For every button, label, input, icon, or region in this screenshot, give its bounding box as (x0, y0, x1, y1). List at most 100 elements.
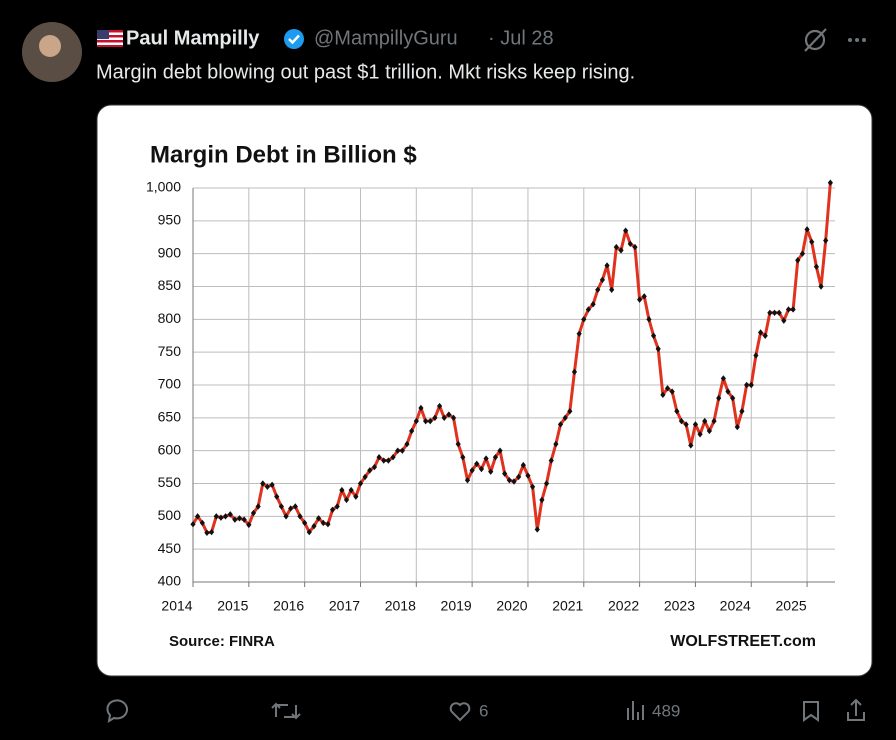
x-tick-label: 2019 (441, 598, 472, 614)
data-point (492, 454, 499, 461)
data-point (813, 263, 820, 270)
data-point (385, 457, 391, 464)
data-point (534, 526, 540, 533)
data-point (241, 516, 247, 523)
data-point (697, 431, 703, 438)
y-tick-label: 500 (158, 507, 182, 523)
handle[interactable]: @MampillyGuru (314, 27, 458, 49)
view-count[interactable]: 489 (652, 701, 680, 720)
tweet-text: Margin debt blowing out past $1 trillion… (96, 61, 635, 83)
data-point (678, 417, 685, 425)
chart-card[interactable] (96, 104, 873, 677)
data-point (702, 417, 708, 425)
share-icon[interactable] (847, 698, 865, 721)
chart: Margin Debt in Billion $ 400 450 500 550 600 6… (146, 141, 835, 650)
credit: WOLFSTREET.com (670, 633, 816, 650)
date[interactable]: · Jul 28 (488, 27, 554, 49)
data-point (302, 519, 308, 527)
data-point (599, 276, 605, 284)
data-point (734, 423, 740, 431)
data-point (264, 483, 271, 490)
data-point (334, 503, 340, 510)
data-point (618, 247, 624, 254)
data-point (730, 394, 736, 402)
data-point (236, 515, 243, 522)
data-point (441, 414, 447, 422)
data-point (297, 513, 303, 520)
data-point (316, 515, 322, 522)
y-tick-label: 450 (158, 540, 182, 556)
data-point (623, 227, 629, 234)
data-point (520, 461, 526, 469)
data-point (362, 473, 368, 481)
data-point (739, 408, 745, 415)
views-icon[interactable] (627, 701, 644, 720)
data-point (283, 513, 289, 520)
data-point (799, 250, 806, 257)
data-point (716, 394, 722, 402)
data-point (409, 427, 415, 435)
like-icon[interactable] (449, 702, 471, 722)
more-icon[interactable] (848, 38, 866, 42)
like-count[interactable]: 6 (479, 701, 488, 720)
y-tick-label: 750 (158, 343, 182, 359)
data-point (213, 513, 219, 520)
data-point (222, 513, 229, 520)
data-point (353, 493, 359, 500)
data-point (432, 414, 438, 422)
data-point (478, 465, 485, 473)
data-point (646, 316, 652, 323)
data-point (497, 447, 503, 454)
y-tick-label: 850 (158, 277, 182, 293)
data-point (688, 442, 694, 449)
avatar-face (39, 35, 61, 57)
grok-icon[interactable] (804, 28, 827, 52)
data-point (632, 243, 638, 251)
data-point (502, 470, 508, 477)
x-tick-label: 2021 (552, 598, 583, 614)
data-point (543, 480, 550, 487)
y-tick-label: 600 (158, 441, 182, 457)
data-point (776, 309, 782, 316)
data-point (804, 226, 810, 233)
source: Source: FINRA (169, 633, 275, 650)
data-point (637, 296, 643, 303)
y-tick-label: 1,000 (146, 179, 181, 195)
data-point (706, 427, 712, 435)
data-point (795, 257, 801, 264)
data-point (576, 330, 582, 337)
bookmark-icon[interactable] (803, 701, 819, 722)
x-tick-label: 2023 (664, 598, 695, 614)
data-point (232, 516, 238, 523)
x-tick-label: 2020 (496, 598, 527, 614)
x-tick-label: 2016 (273, 598, 304, 614)
data-point (418, 404, 424, 412)
data-point (571, 368, 578, 376)
data-point (511, 478, 517, 485)
data-point (753, 352, 759, 359)
reply-icon[interactable] (106, 699, 128, 723)
x-tick-label: 2024 (720, 598, 751, 614)
data-point (474, 460, 480, 467)
data-point (581, 316, 587, 323)
data-point (529, 483, 536, 490)
data-point (260, 480, 266, 487)
data-point (483, 455, 489, 462)
data-point (204, 529, 210, 536)
x-tick-label: 2015 (217, 598, 248, 614)
data-point (460, 454, 466, 461)
author-name[interactable]: Paul Mampilly (126, 27, 260, 49)
data-point (250, 509, 257, 517)
data-point (590, 301, 596, 308)
x-tick-label: 2022 (608, 598, 639, 614)
data-point (339, 486, 345, 494)
y-tick-label: 900 (158, 244, 182, 260)
data-point (585, 306, 592, 313)
verified-badge (284, 29, 304, 49)
data-point (343, 496, 350, 504)
data-point (218, 514, 224, 521)
data-point (395, 447, 401, 454)
repost-icon[interactable] (271, 702, 301, 720)
